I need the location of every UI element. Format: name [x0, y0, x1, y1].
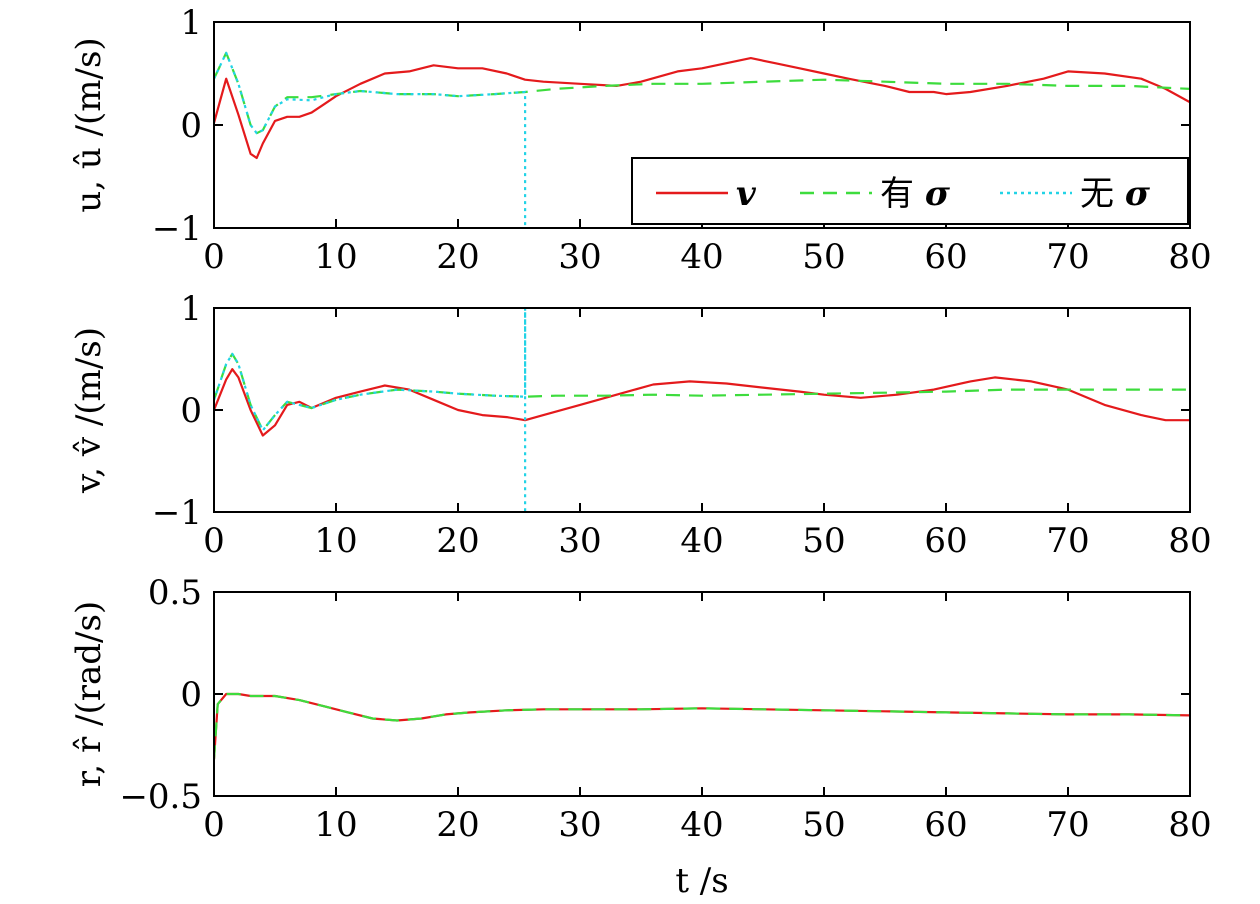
x-tick-label: 50 — [802, 805, 845, 845]
x-tick-label: 50 — [802, 521, 845, 561]
y-tick-label: 0 — [180, 391, 202, 431]
x-tick-label: 70 — [1046, 805, 1089, 845]
series-line-dashed — [214, 692, 1190, 760]
x-tick-label: 40 — [680, 805, 723, 845]
x-axis-label: t /s — [675, 861, 728, 901]
series-line-solid — [214, 368, 1190, 437]
y-tick-label: 1 — [180, 289, 202, 329]
x-tick-label: 40 — [680, 237, 723, 277]
x-tick-label: 10 — [314, 237, 357, 277]
plot-frame — [213, 591, 1191, 797]
x-tick-label: 60 — [924, 521, 967, 561]
y-axis-label: r, r̂ /(rad/s) — [69, 601, 109, 787]
legend-entry-label: v — [736, 174, 757, 214]
x-tick-label: 20 — [436, 521, 479, 561]
y-tick-label: −0.5 — [119, 777, 202, 817]
y-tick-label: −1 — [152, 209, 202, 249]
y-tick-label: 0 — [180, 106, 202, 146]
x-tick-label: 30 — [558, 805, 601, 845]
y-axis-label: v, v̂ /(m/s) — [69, 327, 109, 494]
series-line-solid — [214, 56, 1190, 160]
x-tick-label: 10 — [314, 521, 357, 561]
y-tick-label: 1 — [180, 3, 202, 43]
y-tick-label: −1 — [152, 493, 202, 533]
legend-box — [631, 157, 1189, 225]
x-tick-label: 10 — [314, 805, 357, 845]
legend-entry-label: 无 σ — [1080, 174, 1151, 214]
plot-frame — [213, 307, 1191, 513]
x-tick-label: 50 — [802, 237, 845, 277]
x-tick-label: 40 — [680, 521, 723, 561]
x-tick-label: 20 — [436, 805, 479, 845]
subplot-3: 0 10 20 30 40 50 60 70 800.50−0.5r, r̂ /(rad/s)t… — [69, 573, 1212, 901]
x-tick-label: 80 — [1168, 805, 1211, 845]
x-tick-label: 60 — [924, 237, 967, 277]
x-tick-label: 0 — [203, 521, 225, 561]
x-tick-label: 30 — [558, 521, 601, 561]
y-axis-label: u, û /(m/s) — [69, 37, 109, 212]
x-tick-label: 70 — [1046, 237, 1089, 277]
x-tick-label: 20 — [436, 237, 479, 277]
x-tick-label: 70 — [1046, 521, 1089, 561]
x-tick-label: 80 — [1168, 237, 1211, 277]
x-tick-label: 0 — [203, 805, 225, 845]
x-tick-label: 80 — [1168, 521, 1211, 561]
x-tick-label: 0 — [203, 237, 225, 277]
y-tick-label: 0 — [180, 675, 202, 715]
x-tick-label: 60 — [924, 805, 967, 845]
series-line-solid — [214, 692, 1190, 760]
series-line-dashed — [214, 51, 1190, 135]
legend-entry-label: 有 σ — [880, 174, 951, 214]
x-tick-label: 30 — [558, 237, 601, 277]
series-line-dashed — [214, 352, 1190, 432]
y-tick-label: 0.5 — [148, 573, 202, 613]
series-line-dotted — [214, 308, 527, 512]
